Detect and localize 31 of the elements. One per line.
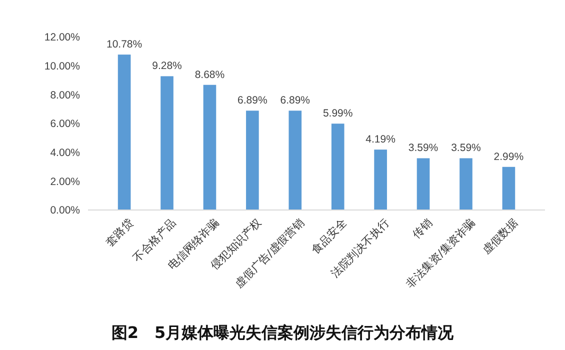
data-label: 9.28%: [152, 60, 182, 72]
bar: [502, 166, 516, 210]
text: 图2 5月媒体曝光失信案例涉失信行为分布情况: [111, 323, 455, 342]
y-tick-label: 2.00%: [50, 176, 80, 188]
data-label: 5.99%: [322, 108, 353, 120]
data-label: 3.59%: [451, 142, 481, 154]
bar: [246, 110, 259, 210]
data-label: 3.59%: [408, 142, 438, 154]
data-label: 4.19%: [366, 134, 396, 146]
bar: [203, 84, 216, 210]
y-tick-label: 10.00%: [44, 60, 80, 73]
bar: [118, 54, 131, 210]
x-tick-label: 套路贷: [103, 216, 136, 249]
data-label: 10.78%: [106, 38, 142, 51]
y-tick-label: 0.00%: [50, 204, 80, 217]
data-label: 6.89%: [238, 94, 268, 107]
y-tick-label: 6.00%: [50, 118, 80, 130]
x-tick-label: 虚假数据: [480, 216, 520, 257]
bar: [374, 150, 387, 210]
bar: [460, 158, 472, 210]
data-label: 8.68%: [194, 68, 225, 81]
data-label: 2.99%: [494, 150, 524, 163]
data-label: 6.89%: [280, 94, 310, 107]
bar: [288, 110, 302, 210]
y-tick-label: 12.00%: [44, 32, 80, 44]
bar: [416, 158, 430, 210]
y-tick-label: 8.00%: [50, 89, 80, 102]
y-tick-label: 4.00%: [50, 147, 80, 160]
bar: [160, 76, 174, 210]
bar: [331, 124, 344, 210]
x-tick-label: 传销: [410, 216, 435, 242]
